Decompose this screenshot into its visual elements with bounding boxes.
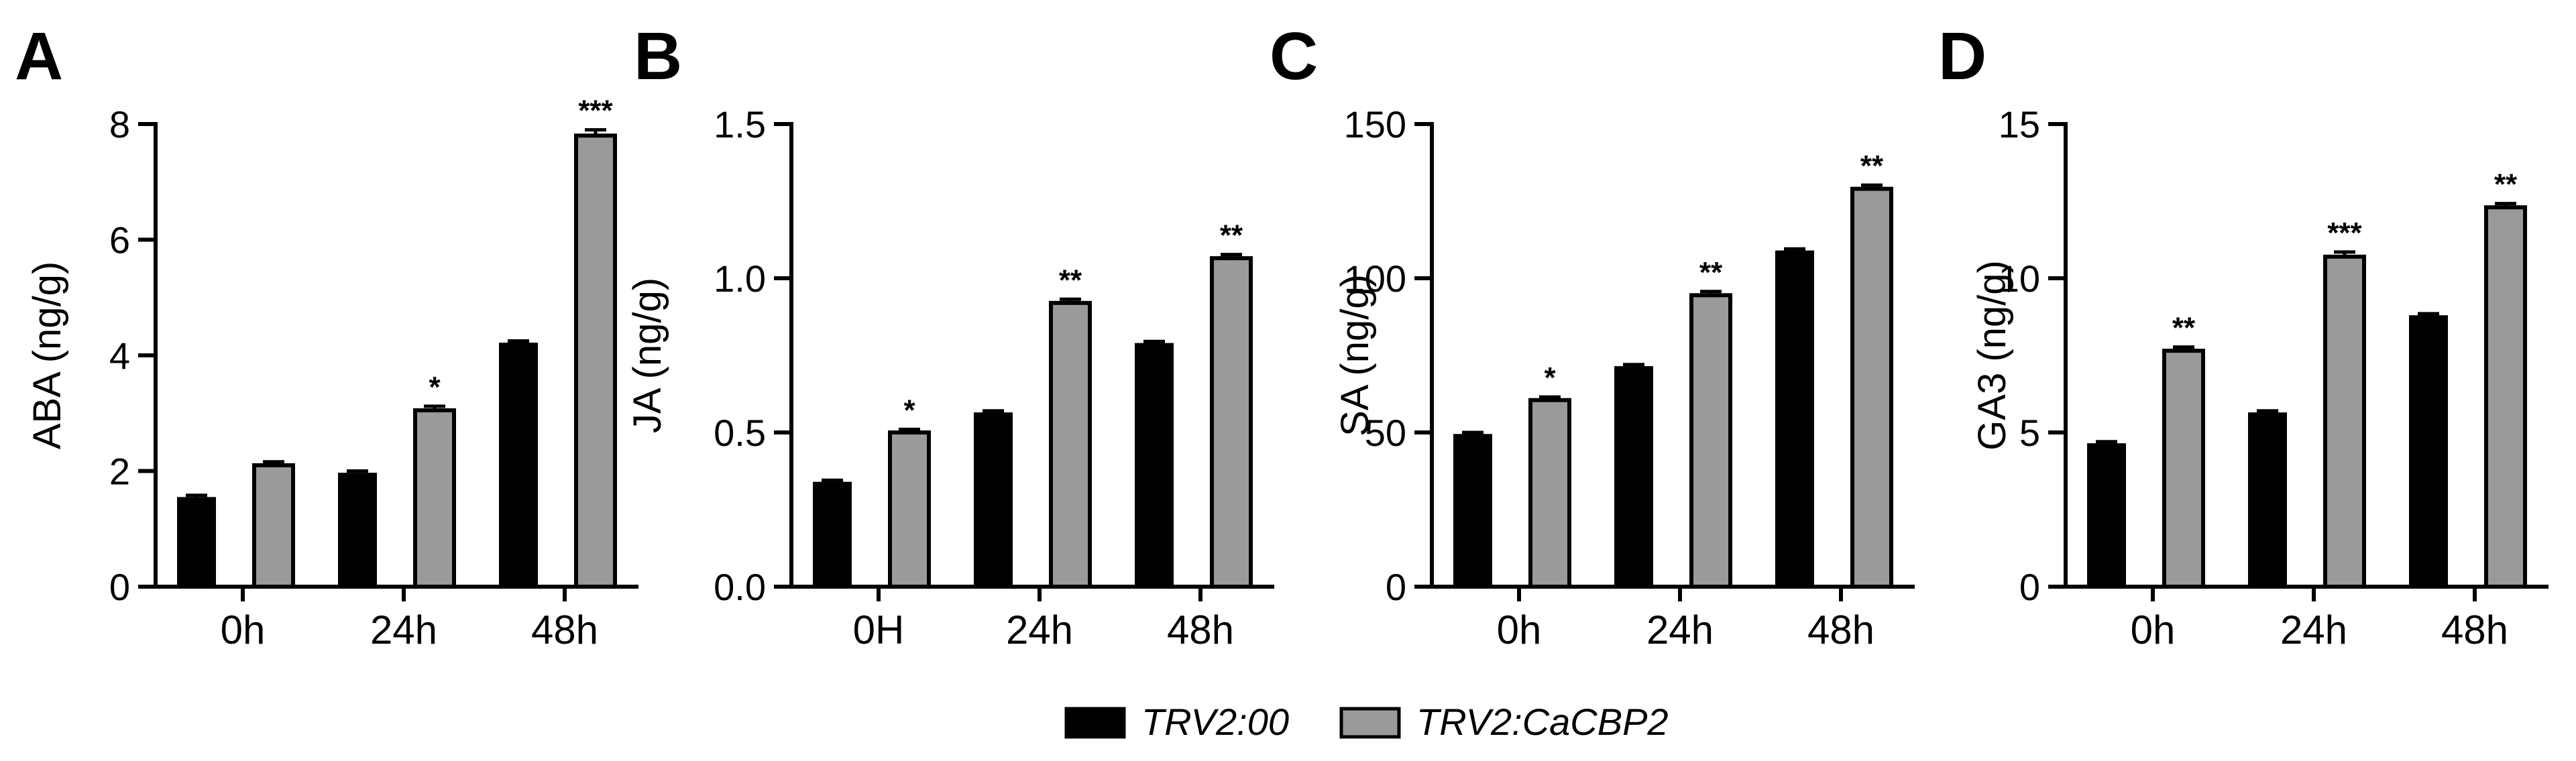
- legend-item-trv2-00: TRV2:00: [1064, 701, 1289, 743]
- x-tick-label: 48h: [2441, 607, 2508, 652]
- x-tick-label: 0h: [1497, 607, 1542, 652]
- significance-marker: *: [429, 371, 441, 404]
- bar-trv2-cacbp2: [574, 133, 617, 589]
- panel-letter: C: [1270, 19, 1318, 94]
- bar-trv2-00: [813, 481, 852, 587]
- significance-marker: **: [1059, 264, 1082, 296]
- significance-marker: ***: [2327, 217, 2362, 249]
- panel-a: A ABA (ng/g) 0 2 4 6 8 0h 24h * 48h ***: [15, 19, 638, 652]
- legend-item-trv2-cacbp2: TRV2:CaCBP2: [1339, 701, 1669, 743]
- y-tick-label: 8: [109, 103, 130, 145]
- bar-trv2-00: [1453, 434, 1492, 587]
- bar-trv2-00: [1775, 250, 1814, 587]
- bar-trv2-00: [499, 343, 538, 587]
- panel-b: B JA (ng/g) 0.0 0.5 1.0 1.5 0H * 24h ** 48h **: [626, 19, 1274, 652]
- bar-trv2-cacbp2: [252, 463, 295, 589]
- significance-marker: **: [1699, 256, 1723, 289]
- bar-trv2-00: [974, 412, 1013, 587]
- x-tick-label: 48h: [1807, 607, 1874, 652]
- y-axis-label: JA (ng/g): [626, 278, 669, 433]
- x-tick-label: 0h: [221, 607, 266, 652]
- legend-swatch-trv2-cacbp2: [1339, 707, 1401, 739]
- legend-label-trv2-cacbp2: TRV2:CaCBP2: [1416, 701, 1669, 743]
- x-tick-label: 0H: [853, 607, 905, 652]
- significance-marker: **: [1220, 219, 1243, 252]
- bar-trv2-cacbp2: [2484, 205, 2527, 589]
- significance-marker: *: [903, 394, 915, 426]
- y-axis-label: GA3 (ng/g): [1970, 260, 2014, 451]
- x-tick-label: 48h: [531, 607, 598, 652]
- x-tick-label: 24h: [1646, 607, 1714, 652]
- bar-trv2-cacbp2: [1528, 398, 1571, 589]
- bar-trv2-cacbp2: [888, 430, 931, 589]
- y-tick-label: 0: [109, 566, 130, 608]
- bar-trv2-cacbp2: [413, 408, 456, 589]
- legend: TRV2:00 TRV2:CaCBP2: [1064, 701, 1669, 743]
- bar-trv2-00: [177, 497, 216, 587]
- y-tick-label: 10: [1999, 257, 2040, 300]
- significance-marker: **: [2494, 168, 2518, 201]
- x-tick-label: 0h: [2131, 607, 2176, 652]
- x-tick-label: 24h: [2280, 607, 2347, 652]
- significance-marker: **: [1860, 150, 1884, 182]
- y-tick-label: 0: [2019, 566, 2040, 608]
- y-tick-label: 15: [1999, 103, 2040, 145]
- y-tick-label: 6: [109, 219, 130, 261]
- y-tick-label: 0.5: [714, 412, 766, 454]
- bar-trv2-00: [2409, 315, 2448, 587]
- bar-trv2-cacbp2: [1689, 293, 1732, 589]
- y-tick-label: 0.0: [714, 566, 766, 608]
- significance-marker: **: [2172, 312, 2196, 345]
- y-axis-label: SA (ng/g): [1333, 274, 1377, 436]
- bar-trv2-cacbp2: [1049, 300, 1092, 589]
- legend-swatch-trv2-00: [1064, 707, 1126, 739]
- panel-letter: D: [1938, 19, 1986, 94]
- bar-trv2-00: [2087, 443, 2126, 587]
- bar-trv2-00: [1135, 343, 1174, 587]
- legend-label-trv2-00: TRV2:00: [1141, 701, 1289, 743]
- bar-trv2-00: [1614, 366, 1653, 587]
- y-tick-label: 1.0: [714, 257, 766, 300]
- bar-trv2-00: [338, 473, 377, 587]
- x-tick-label: 24h: [370, 607, 437, 652]
- significance-marker: *: [1544, 361, 1556, 394]
- y-tick-label: 4: [109, 335, 130, 377]
- bar-trv2-cacbp2: [1850, 186, 1893, 589]
- y-tick-label: 2: [109, 451, 130, 493]
- bar-trv2-cacbp2: [2162, 349, 2205, 589]
- bar-trv2-cacbp2: [1210, 256, 1253, 589]
- y-tick-label: 50: [1365, 412, 1406, 454]
- x-tick-label: 24h: [1006, 607, 1073, 652]
- panel-letter: B: [634, 19, 682, 94]
- panel-c: C SA (ng/g) 0 50 100 150 0h * 24h ** 48h **: [1270, 19, 1915, 652]
- bar-trv2-cacbp2: [2323, 254, 2366, 589]
- y-axis-label: ABA (ng/g): [25, 261, 69, 449]
- significance-marker: ***: [578, 95, 613, 127]
- x-tick-label: 48h: [1167, 607, 1234, 652]
- panel-letter: A: [15, 19, 63, 94]
- y-tick-label: 0: [1386, 566, 1406, 608]
- bar-trv2-00: [2248, 412, 2287, 587]
- y-tick-label: 150: [1344, 103, 1406, 145]
- y-tick-label: 1.5: [714, 103, 766, 145]
- panel-d: D GA3 (ng/g) 0 5 10 15 0h ** 24h *** 48h **: [1938, 19, 2549, 652]
- y-tick-label: 5: [2019, 412, 2040, 454]
- y-tick-label: 100: [1344, 257, 1406, 300]
